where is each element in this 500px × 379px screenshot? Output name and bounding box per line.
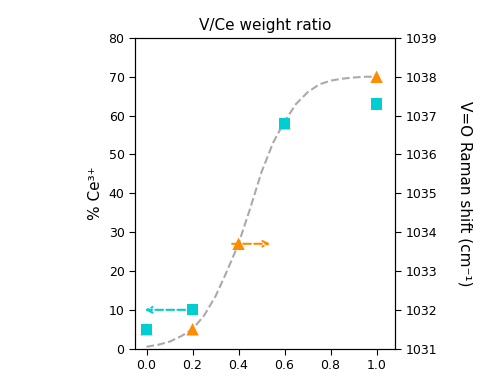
Y-axis label: V=O Raman shift (cm⁻¹): V=O Raman shift (cm⁻¹) xyxy=(458,100,473,286)
Point xyxy=(142,326,150,332)
Point xyxy=(280,121,288,127)
Point xyxy=(372,101,380,107)
Point xyxy=(188,307,196,313)
Point xyxy=(188,326,196,332)
Point xyxy=(142,326,150,332)
Point xyxy=(234,241,242,247)
Point xyxy=(372,74,380,80)
Y-axis label: % Ce³⁺: % Ce³⁺ xyxy=(88,166,103,220)
Point xyxy=(280,121,288,127)
Title: V/Ce weight ratio: V/Ce weight ratio xyxy=(199,17,331,33)
